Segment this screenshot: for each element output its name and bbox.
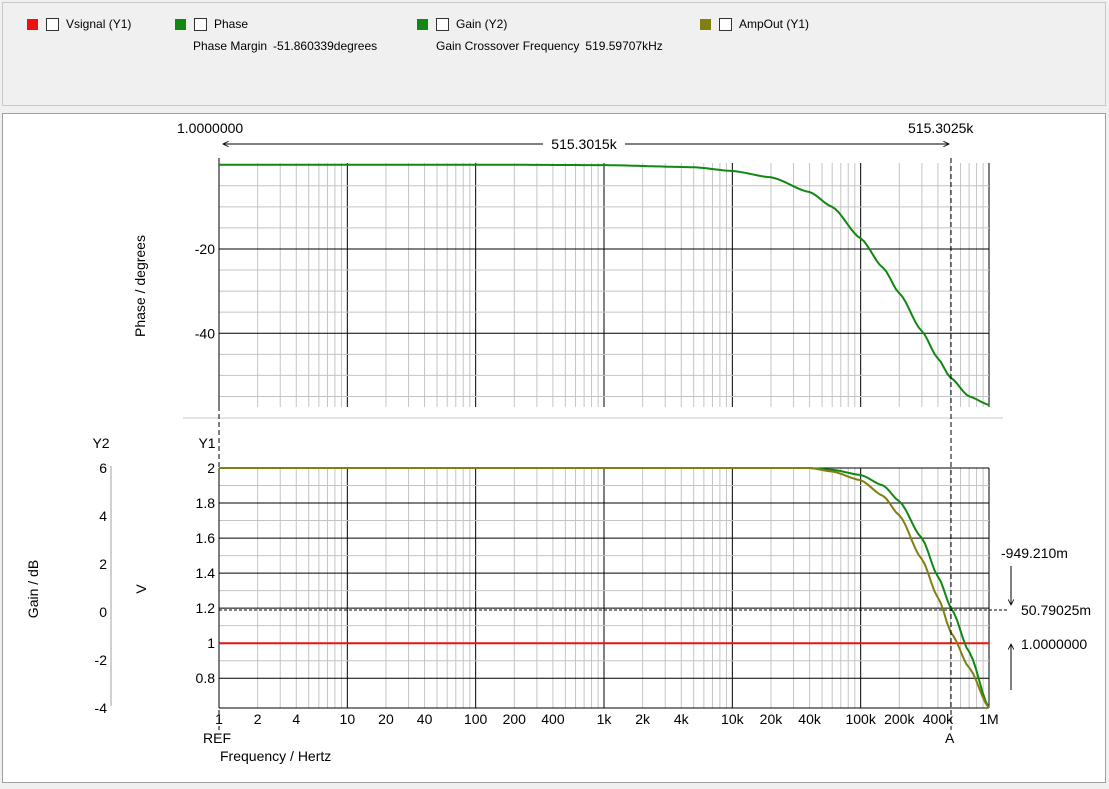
y1-tick-label: 1.8 [196, 495, 216, 511]
x-tick-label: 40 [417, 711, 433, 727]
legend-item-vsignal[interactable]: Vsignal (Y1) [27, 16, 131, 32]
crossover-label: Gain Crossover Frequency [436, 39, 580, 53]
gain-grid [218, 467, 990, 709]
ref-cursor-label: REF [203, 730, 231, 746]
phase-margin-readout: Phase Margin -51.860339degrees [193, 39, 377, 53]
phase-y-ticks: -20 -40 [195, 241, 215, 341]
y2-ticks: 6 4 2 0 -2 -4 [95, 460, 108, 716]
y2-tick-label: -4 [95, 700, 108, 716]
legend-item-phase[interactable]: Phase [175, 16, 248, 32]
x-tick-label: 4 [292, 711, 300, 727]
y1-tick-label: 0.8 [196, 670, 216, 686]
y1-tick-label: 1 [207, 635, 215, 651]
legend-label-vsignal: Vsignal (Y1) [66, 17, 132, 31]
x-tick-label: 20k [760, 711, 784, 727]
series-layer [219, 163, 990, 709]
y1-tick-label: 1.4 [196, 565, 216, 581]
x-tick-label: 2k [635, 711, 651, 727]
cursor-readout-delta: 50.79025m [1021, 602, 1091, 618]
legend-label-gain: Gain (Y2) [456, 17, 508, 31]
y1-tick-label: 1.2 [196, 600, 216, 616]
crossover-readout: Gain Crossover Frequency 519.59707kHz [436, 39, 663, 53]
legend-item-ampout[interactable]: AmpOut (Y1) [700, 16, 809, 32]
a-cursor-label: A [945, 730, 955, 746]
gain-color-swatch [417, 18, 428, 30]
y2-tick-label: -2 [95, 652, 108, 668]
x-tick-label: 200k [884, 711, 915, 727]
phase-axis-label: Phase / degrees [132, 235, 148, 337]
x-ticks: 1241020401002004001k2k4k10k20k40k100k200… [215, 711, 999, 727]
cursor-left-value: 1.0000000 [177, 120, 243, 136]
phase-tick-label: -40 [195, 325, 215, 341]
cursor-readout-gain: -949.210m [1001, 545, 1068, 561]
x-axis-label: Frequency / Hertz [220, 748, 331, 764]
y1-tick-label: 1.6 [196, 530, 216, 546]
legend-label-ampout: AmpOut (Y1) [739, 17, 810, 31]
phase-checkbox[interactable] [194, 17, 207, 31]
gain-axis-label: Gain / dB [25, 560, 41, 618]
y2-tick-label: 4 [99, 508, 107, 524]
x-tick-label: 100k [845, 711, 876, 727]
x-tick-label: 10k [721, 711, 745, 727]
x-tick-label: 40k [798, 711, 822, 727]
phase-tick-label: -20 [195, 241, 215, 257]
ampout-checkbox[interactable] [719, 17, 732, 31]
phase-series-line [219, 163, 990, 406]
y1-tick-label: 2 [207, 460, 215, 476]
x-tick-label: 200 [503, 711, 527, 727]
legend-item-gain[interactable]: Gain (Y2) [417, 16, 507, 32]
vsignal-color-swatch [27, 18, 38, 30]
x-tick-label: 1M [979, 711, 998, 727]
y2-tick-label: 2 [99, 556, 107, 572]
x-tick-label: 400k [923, 711, 954, 727]
ampout-color-swatch [700, 18, 711, 30]
legend-bar: Vsignal (Y1) Phase Gain (Y2) AmpOut (Y1)… [2, 2, 1106, 106]
phase-margin-label: Phase Margin [193, 39, 268, 53]
y2-tick-label: 0 [99, 604, 107, 620]
y1-axis-title: Y1 [198, 435, 215, 451]
phase-color-swatch [175, 18, 186, 30]
x-tick-label: 4k [674, 711, 690, 727]
gain-checkbox[interactable] [436, 17, 449, 31]
phase-margin-value: -51.860339degrees [273, 39, 378, 53]
cursor-readout-ref: 1.0000000 [1021, 636, 1087, 652]
vsignal-checkbox[interactable] [46, 17, 59, 31]
x-tick-label: 2 [254, 711, 262, 727]
delta-label-bg [543, 136, 625, 152]
x-tick-label: 20 [378, 711, 394, 727]
x-tick-label: 10 [340, 711, 356, 727]
cursor-delta-value: 515.3015k [551, 136, 617, 152]
y2-axis-title: Y2 [92, 435, 109, 451]
y2-tick-label: 6 [99, 460, 107, 476]
x-tick-label: 400 [541, 711, 565, 727]
y1-ticks: 2 1.8 1.6 1.4 1.2 1 0.8 [196, 460, 216, 686]
x-tick-label: 1k [597, 711, 613, 727]
ampout-series-line [219, 467, 990, 709]
phase-grid [218, 163, 990, 407]
volt-axis-label: V [133, 584, 149, 594]
cursor-right-value: 515.3025k [908, 120, 974, 136]
legend-label-phase: Phase [214, 17, 249, 31]
crossover-value: 519.59707kHz [585, 39, 663, 53]
x-tick-label: 100 [464, 711, 488, 727]
